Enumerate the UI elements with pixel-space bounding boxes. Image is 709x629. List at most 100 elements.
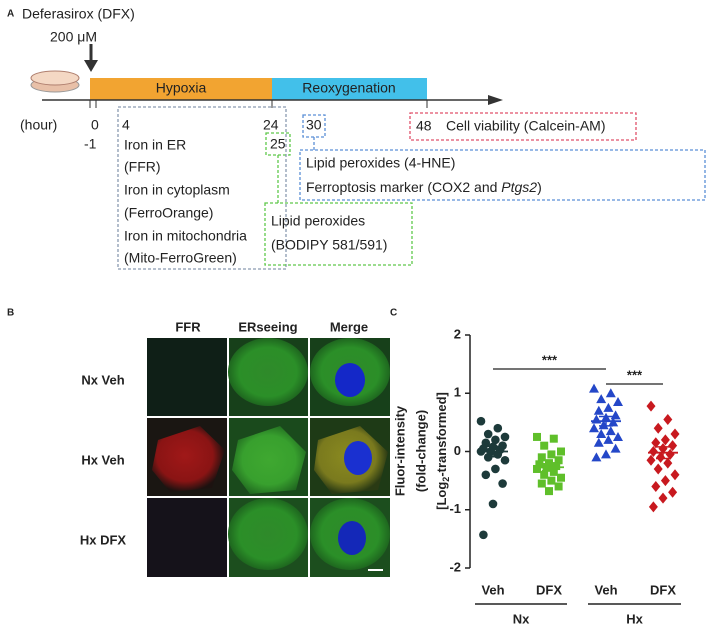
point [488, 499, 498, 509]
point [476, 416, 486, 426]
micrographs [147, 338, 390, 577]
readout: Iron in cytoplasm [124, 182, 230, 198]
point [500, 432, 510, 442]
point [610, 410, 621, 420]
row-label: Hx Veh [81, 452, 124, 467]
point [537, 453, 546, 462]
hypoxia-bar [90, 78, 272, 100]
time: 0 [91, 117, 99, 133]
readout: Lipid peroxides [271, 213, 365, 229]
sem-bar [599, 415, 613, 427]
point [603, 402, 614, 412]
readout-text: ) [537, 179, 542, 195]
point [610, 443, 621, 453]
drug-name: Deferasirox (DFX) [22, 6, 135, 22]
box [299, 149, 706, 201]
point [653, 422, 663, 434]
point [668, 486, 678, 498]
point [663, 457, 673, 469]
timeline-head [488, 95, 503, 105]
point [535, 460, 544, 469]
cell [228, 498, 308, 570]
y-label: (fold-change) [413, 410, 428, 492]
point [660, 475, 670, 487]
time: 24 [263, 117, 279, 133]
x-tick-label: DFX [650, 582, 676, 597]
point [605, 388, 616, 398]
y-label-sub: 2 [441, 477, 451, 482]
point [596, 394, 607, 404]
readout: (FFR) [124, 159, 161, 175]
gene: Ptgs2 [501, 179, 537, 195]
time-unit: (hour) [20, 117, 57, 133]
point [601, 449, 611, 459]
point [557, 447, 565, 456]
point [651, 437, 661, 449]
point [557, 473, 565, 482]
micrograph [147, 338, 227, 416]
plot: -2 -1 0 1 2 Veh DFX Veh DFX Nx Hx *** *** [449, 326, 681, 626]
box [409, 112, 637, 141]
phase: Reoxygenation [302, 80, 395, 96]
panel-label: B [7, 308, 14, 319]
point [537, 479, 546, 488]
point [554, 456, 563, 465]
point [665, 448, 675, 460]
time: -1 [84, 136, 97, 152]
point [589, 423, 599, 433]
readout: Iron in ER [124, 137, 186, 153]
point [596, 429, 607, 439]
point [591, 452, 602, 462]
point [540, 441, 549, 450]
nucleus [338, 521, 366, 555]
point [554, 482, 563, 491]
column-header: FFR [175, 319, 201, 334]
point [493, 423, 503, 433]
drug-dose: 200 μM [50, 29, 97, 45]
group-label: Hx [626, 611, 643, 626]
time: 48 [416, 118, 432, 134]
y-tick-label: 0 [454, 443, 461, 458]
point [648, 446, 658, 457]
point [668, 440, 678, 452]
significance: *** [627, 367, 643, 382]
y-label: [Log2-transformed] [434, 392, 451, 510]
x-tick-label: Veh [594, 582, 617, 597]
cell [152, 426, 225, 492]
x-tick-label: Veh [481, 582, 504, 597]
point [549, 434, 558, 443]
column-header: Merge [330, 319, 368, 334]
y-label-part: [Log [434, 482, 449, 510]
point [545, 487, 553, 496]
row-label: Hx DFX [80, 532, 127, 547]
sem-bar [656, 446, 670, 460]
point [593, 437, 604, 447]
column-header: ERseeing [238, 319, 297, 334]
point [653, 463, 663, 475]
time: 4 [122, 117, 130, 133]
point [547, 476, 556, 485]
cell [228, 338, 308, 406]
point [670, 428, 680, 440]
point [481, 470, 491, 480]
point [540, 470, 549, 479]
readout-text: Ferroptosis marker (COX2 and [306, 179, 501, 195]
time: 30 [306, 117, 322, 133]
y-tick-label: 2 [454, 326, 461, 341]
y-label-part: -transformed] [434, 392, 449, 477]
point [605, 426, 616, 436]
point [651, 480, 661, 492]
y-tick-label: 1 [454, 385, 461, 400]
point [658, 492, 668, 504]
point [648, 501, 658, 513]
box [264, 202, 413, 266]
significance: *** [542, 352, 558, 367]
panel-label: A [7, 9, 14, 20]
point [533, 432, 541, 441]
readout: (FerroOrange) [124, 205, 213, 221]
reoxygenation-bar [272, 78, 427, 100]
panel-label: C [390, 308, 397, 319]
point [498, 479, 507, 488]
time: 25 [270, 136, 286, 152]
